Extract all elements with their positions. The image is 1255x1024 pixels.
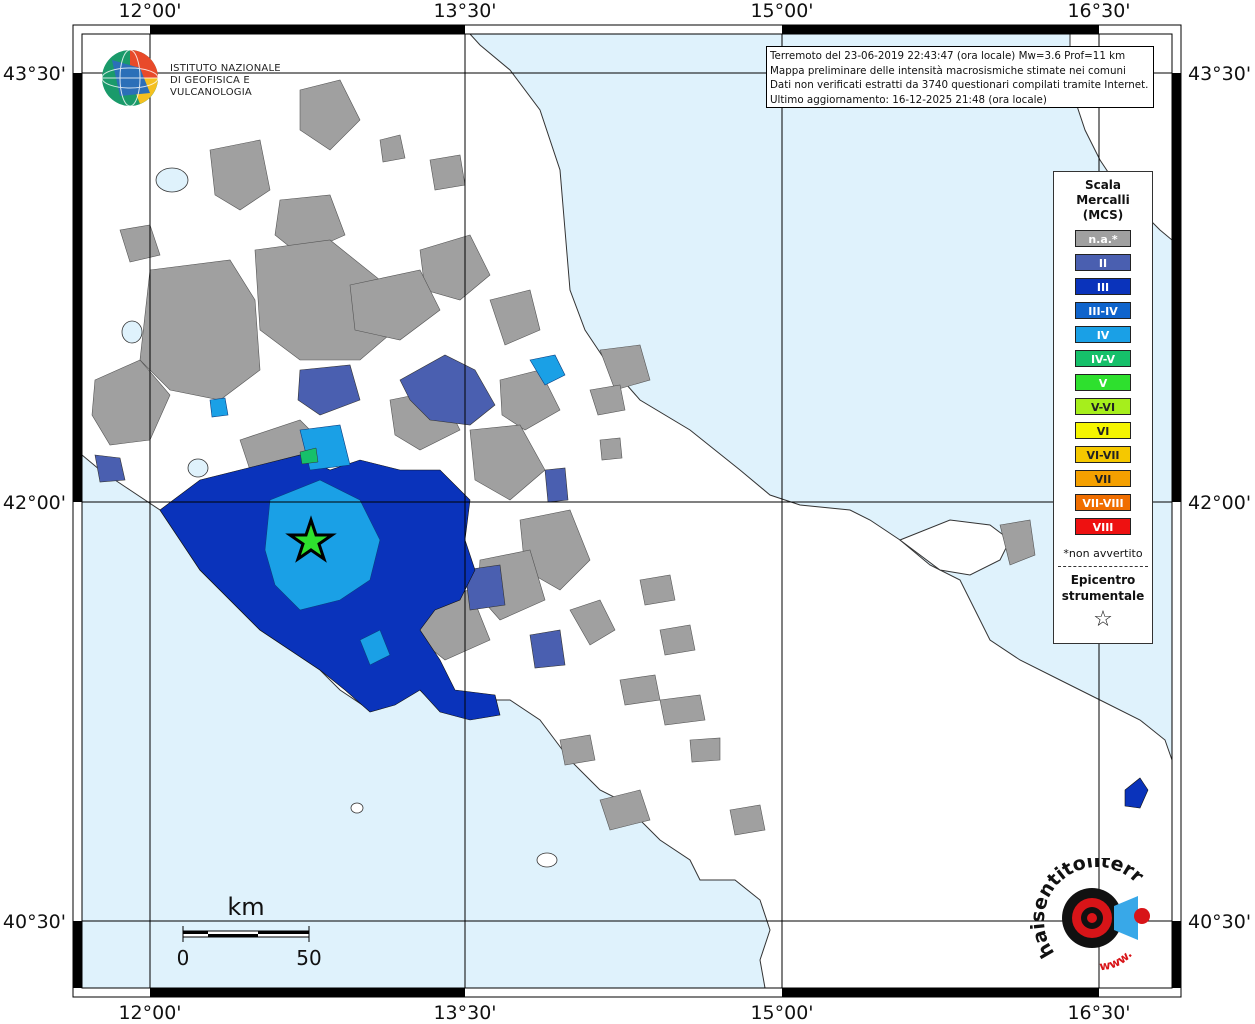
- legend-title-line1: Scala: [1084, 178, 1122, 192]
- lat-label-left-2: 42°00': [3, 492, 66, 514]
- lon-label-bottom-1: 12°00': [118, 1002, 181, 1024]
- info-line2: Mappa preliminare delle intensità macros…: [770, 64, 1126, 77]
- legend-separator: [1058, 566, 1148, 567]
- lon-label-top-1: 12°00': [118, 0, 181, 22]
- legend-star-icon: ☆: [1093, 607, 1113, 632]
- land-gargano: [898, 519, 1011, 576]
- scale-bar: km 0 50: [177, 893, 322, 970]
- legend-item: VI-VII: [1075, 446, 1131, 463]
- lake-bolsena: [121, 320, 143, 344]
- info-line4: Ultimo aggiornamento: 16-12-2025 21:48 (…: [770, 93, 1047, 106]
- legend-title: Scala Mercalli (MCS): [1054, 178, 1152, 223]
- scale-unit: km: [227, 893, 264, 921]
- lake-bracciano: [187, 458, 209, 478]
- iv-areas: [209, 354, 566, 666]
- legend-item: III-IV: [1075, 302, 1131, 319]
- lon-label-bottom-4: 16°30': [1067, 1002, 1130, 1024]
- info-line1: Terremoto del 23-06-2019 22:43:47 (ora l…: [770, 50, 1126, 62]
- legend-note: *non avvertito: [1063, 547, 1143, 560]
- svg-text:www.: www.: [1099, 947, 1135, 973]
- hsit-url: www.: [1099, 947, 1135, 973]
- legend-epicenter-line2: strumentale: [1061, 589, 1145, 603]
- island-ischia: [536, 852, 558, 868]
- lon-label-top-2: 13°30': [433, 0, 496, 22]
- legend-item: V-VI: [1075, 398, 1131, 415]
- legend-item: IV-V: [1075, 350, 1131, 367]
- ingv-globe-icon: [101, 49, 159, 107]
- lon-label-top-3: 15°00': [750, 0, 813, 22]
- legend-title-line3: (MCS): [1082, 208, 1124, 222]
- legend-item: IV: [1075, 326, 1131, 343]
- legend-item: II: [1075, 254, 1131, 271]
- lat-label-right-3: 40°30': [1188, 911, 1251, 933]
- event-info-box: Terremoto del 23-06-2019 22:43:47 (ora l…: [766, 46, 1154, 108]
- ingv-logo: ISTITUTO NAZIONALE DI GEOFISICA E VULCAN…: [100, 48, 320, 110]
- lon-label-top-4: 16°30': [1067, 0, 1130, 22]
- legend-item: n.a.*: [1075, 230, 1131, 247]
- scale-start: 0: [177, 946, 190, 970]
- legend-item: V: [1075, 374, 1131, 391]
- legend-item: VII-VIII: [1075, 494, 1131, 511]
- legend-item: VII: [1075, 470, 1131, 487]
- epicenter-star-icon: [285, 515, 337, 563]
- ingv-line1: ISTITUTO NAZIONALE: [170, 63, 281, 74]
- scale-end: 50: [296, 946, 321, 970]
- lat-label-left-1: 43°30': [3, 63, 66, 85]
- mcs-legend: Scala Mercalli (MCS) n.a.* II III III-IV IV I…: [1053, 171, 1153, 644]
- legend-epicenter-line1: Epicentro: [1070, 573, 1136, 587]
- legend-items: n.a.* II III III-IV IV IV-V V V-VI VI VI-VII VII VI…: [1054, 230, 1152, 535]
- legend-item: III: [1075, 278, 1131, 295]
- iv-v-area: [299, 447, 319, 465]
- lat-label-right-2: 42°00': [1188, 492, 1251, 514]
- map-frame: [72, 24, 1182, 998]
- lake-trasimeno: [155, 167, 189, 193]
- info-line3: Dati non verificati estratti da 3740 que…: [770, 79, 1149, 91]
- lat-label-right-1: 43°30': [1188, 63, 1251, 85]
- hsit-megaphone-icon: [1114, 896, 1138, 940]
- legend-item: VI: [1075, 422, 1131, 439]
- lon-label-bottom-2: 13°30': [433, 1002, 496, 1024]
- lon-label-bottom-3: 15°00': [750, 1002, 813, 1024]
- legend-item: VIII: [1075, 518, 1131, 535]
- lat-label-left-3: 40°30': [3, 911, 66, 933]
- island-ponza: [350, 802, 364, 814]
- hsit-logo: haisentitoilterremoto.it www.: [1020, 841, 1170, 978]
- ingv-line2: DI GEOFISICA E VULCANOLOGIA: [170, 75, 252, 98]
- legend-title-line2: Mercalli: [1076, 193, 1130, 207]
- legend-epicenter-label: Epicentro strumentale: [1054, 572, 1152, 604]
